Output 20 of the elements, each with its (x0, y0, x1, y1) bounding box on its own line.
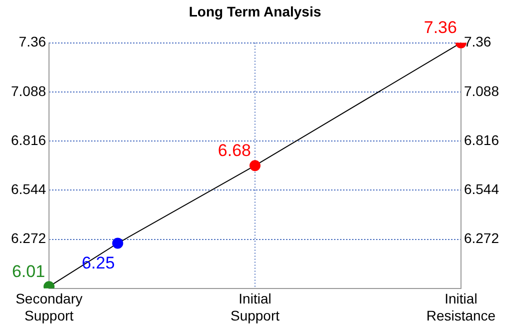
y2-tick-label: 6.544 (464, 181, 500, 198)
y-tick-label: 6.272 (10, 230, 46, 246)
chart-title: Long Term Analysis (188, 3, 322, 20)
y2-tick-label: 7.36 (464, 34, 492, 50)
y2-tick-label: 7.088 (464, 82, 500, 99)
data-label: 6.01 (12, 262, 46, 281)
data-label: 6.68 (218, 140, 251, 160)
y-tick-label: 6.816 (10, 132, 46, 148)
y-tick-label: 7.36 (18, 34, 46, 50)
data-label: 6.25 (82, 253, 115, 272)
point (112, 238, 124, 249)
point (250, 160, 260, 172)
y2-tick-label: 6.272 (464, 230, 500, 246)
x-tick-label: Initial Support (230, 290, 280, 324)
x-tick-label: Secondary Support (16, 290, 83, 324)
data-label: 7.36 (424, 18, 457, 37)
x-tick-label: Initial Resistance (426, 290, 496, 324)
y2-tick-label: 6.816 (464, 132, 500, 148)
y-tick-label: 6.544 (10, 181, 46, 198)
y-tick-label: 7.088 (10, 82, 46, 99)
